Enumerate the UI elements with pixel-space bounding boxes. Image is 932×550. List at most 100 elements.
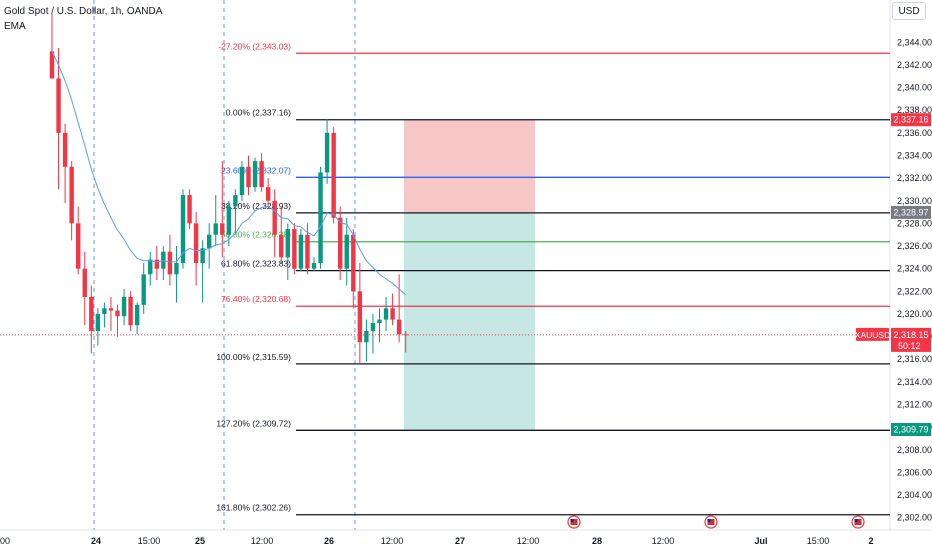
candle-body — [383, 308, 389, 320]
candle-body — [180, 195, 186, 264]
candle-body — [187, 195, 192, 224]
candle-body — [292, 229, 297, 269]
y-tick-label: 2,320.00 — [897, 309, 932, 319]
candle-body — [305, 234, 310, 269]
candle-body — [246, 166, 251, 188]
y-tick-label: 2,326.00 — [897, 241, 932, 251]
price-tag-label: 2,337.16 — [893, 115, 928, 125]
y-tick-label: 2,306.00 — [897, 467, 932, 477]
currency-button[interactable]: USD — [892, 2, 926, 20]
y-tick-label: 2,330.00 — [897, 196, 932, 206]
fib-level-label: 50.00% (2,326.38) — [221, 230, 291, 240]
candle-body — [239, 166, 245, 196]
x-tick-label: 28 — [592, 536, 602, 546]
candle-body — [226, 206, 232, 235]
x-tick-label: 00 — [0, 536, 10, 546]
symbol-tag-bg — [856, 327, 889, 341]
y-tick-label: 2,336.00 — [897, 128, 932, 138]
candle-body — [364, 330, 369, 343]
fib-level-label: 38.20% (2,328.93) — [221, 201, 291, 211]
candle-body — [141, 274, 146, 305]
x-tick-label: 26 — [324, 536, 334, 546]
candle-body — [95, 313, 101, 331]
fib-level-label: 76.40% (2,320.68) — [221, 294, 291, 304]
candle-body — [76, 223, 81, 269]
fib-level-label: 0.00% (2,337.16) — [226, 108, 291, 118]
y-tick-label: 2,328.00 — [897, 218, 932, 228]
candle-body — [298, 234, 304, 269]
candle-body — [344, 234, 349, 269]
y-tick-label: 2,344.00 — [897, 37, 932, 47]
candle-body — [357, 291, 363, 343]
y-tick-label: 2,302.00 — [897, 513, 932, 523]
candle-body — [233, 195, 238, 207]
x-tick-label: 2 — [868, 536, 873, 546]
y-tick-label: 2,334.00 — [897, 150, 932, 160]
candle-body — [259, 161, 264, 188]
x-tick-label: 24 — [91, 536, 101, 546]
chart-legend: Gold Spot / U.S. Dollar, 1h, OANDA EMA — [4, 4, 162, 34]
price-tag-bg — [891, 113, 931, 127]
candle-body — [207, 234, 212, 249]
symbol-tag-label: XAUUSD — [855, 330, 890, 340]
event-flag-icon — [704, 515, 718, 529]
candle-body — [167, 251, 173, 275]
y-tick-label: 2,322.00 — [897, 286, 932, 296]
candle-body — [220, 223, 225, 235]
y-tick-label: 2,340.00 — [897, 83, 932, 93]
event-flag-icon — [851, 515, 865, 529]
candle-body — [252, 161, 258, 188]
fib-level-label: 161.80% (2,302.26) — [216, 503, 291, 513]
candle-body — [396, 319, 402, 335]
candle-body — [49, 51, 55, 79]
countdown-label: 50:12 — [898, 341, 921, 351]
y-tick-label: 2,316.00 — [897, 354, 932, 364]
candle-body — [324, 132, 330, 173]
candle-body — [108, 308, 114, 311]
candle-body — [279, 234, 284, 258]
event-flag-icon — [567, 515, 581, 529]
x-tick-label: 27 — [455, 536, 465, 546]
candle-body — [265, 187, 271, 201]
candle-body — [154, 259, 159, 269]
y-tick-label: 2,304.00 — [897, 490, 932, 500]
candle-body — [285, 229, 290, 258]
y-tick-label: 2,342.00 — [897, 60, 932, 70]
x-tick-label: 15:00 — [138, 536, 161, 546]
symbol-title[interactable]: Gold Spot / U.S. Dollar, 1h, OANDA — [4, 6, 163, 17]
candle-body — [128, 296, 133, 326]
candle-body — [56, 78, 61, 133]
candle-body — [62, 132, 68, 167]
candle-body — [318, 172, 323, 264]
candle-body — [311, 263, 317, 269]
candle-body — [121, 296, 127, 317]
candle-body — [377, 319, 382, 323]
ema-line — [51, 51, 407, 296]
ema-indicator-label[interactable]: EMA — [4, 21, 26, 32]
x-tick-label: 12:00 — [381, 536, 404, 546]
candle-body — [161, 251, 166, 269]
x-tick-label: 12:00 — [517, 536, 540, 546]
candle-body — [193, 223, 199, 264]
price-tag-label: 2,309.79 — [893, 425, 928, 435]
candle-body — [89, 296, 94, 331]
current-price-tag-bg — [891, 327, 931, 352]
y-tick-label: 2,324.00 — [897, 264, 932, 274]
price-tag-bg — [891, 205, 931, 219]
fib-level-label: -27.20% (2,343.03) — [218, 41, 291, 51]
candle-body — [200, 248, 205, 264]
y-tick-label: 2,312.00 — [897, 399, 932, 409]
fib-level-label: 127.20% (2,309.72) — [216, 418, 291, 428]
y-tick-label: 2,338.00 — [897, 105, 932, 115]
candle-body — [390, 308, 395, 320]
y-tick-label: 2,308.00 — [897, 445, 932, 455]
fib-level-label: 61.80% (2,323.83) — [221, 259, 291, 269]
candle-body — [115, 310, 120, 317]
current-price-label: 2,318.15 — [893, 330, 928, 340]
candle-body — [338, 217, 343, 269]
x-tick-label: 25 — [195, 536, 205, 546]
y-tick-label: 2,314.00 — [897, 377, 932, 387]
stop-loss-zone — [404, 119, 535, 213]
x-tick-label: Jul — [754, 536, 767, 546]
